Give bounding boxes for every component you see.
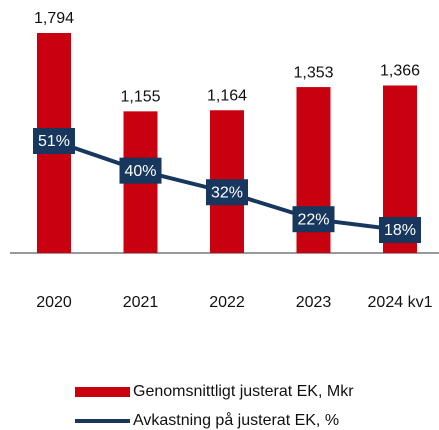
legend-label: Avkastning på justerat EK, % — [133, 411, 339, 429]
x-tick-label: 2022 — [209, 294, 245, 311]
legend-label: Genomsnittligt justerat EK, Mkr — [133, 383, 354, 400]
x-tick-label: 2021 — [123, 294, 159, 311]
x-tick-label: 2024 kv1 — [368, 294, 433, 311]
line-value-label: 32% — [211, 184, 243, 201]
line-value-label: 51% — [38, 133, 70, 150]
label-box — [292, 206, 335, 233]
legend-swatch — [75, 387, 130, 397]
bar-value-label: 1,366 — [380, 63, 420, 80]
label-box — [119, 157, 162, 184]
bar-value-label: 1,164 — [207, 87, 247, 104]
line-value-label: 40% — [124, 163, 156, 180]
bar-value-label: 1,794 — [34, 10, 74, 27]
x-tick-label: 2023 — [296, 294, 332, 311]
label-box — [206, 179, 248, 206]
bar-value-label: 1,353 — [293, 64, 333, 81]
label-box — [33, 128, 75, 154]
bar-value-label: 1,155 — [120, 89, 160, 106]
line-value-label: 22% — [297, 211, 329, 228]
label-box — [379, 217, 421, 243]
x-tick-label: 2020 — [36, 294, 72, 311]
line-value-label: 18% — [384, 222, 416, 239]
